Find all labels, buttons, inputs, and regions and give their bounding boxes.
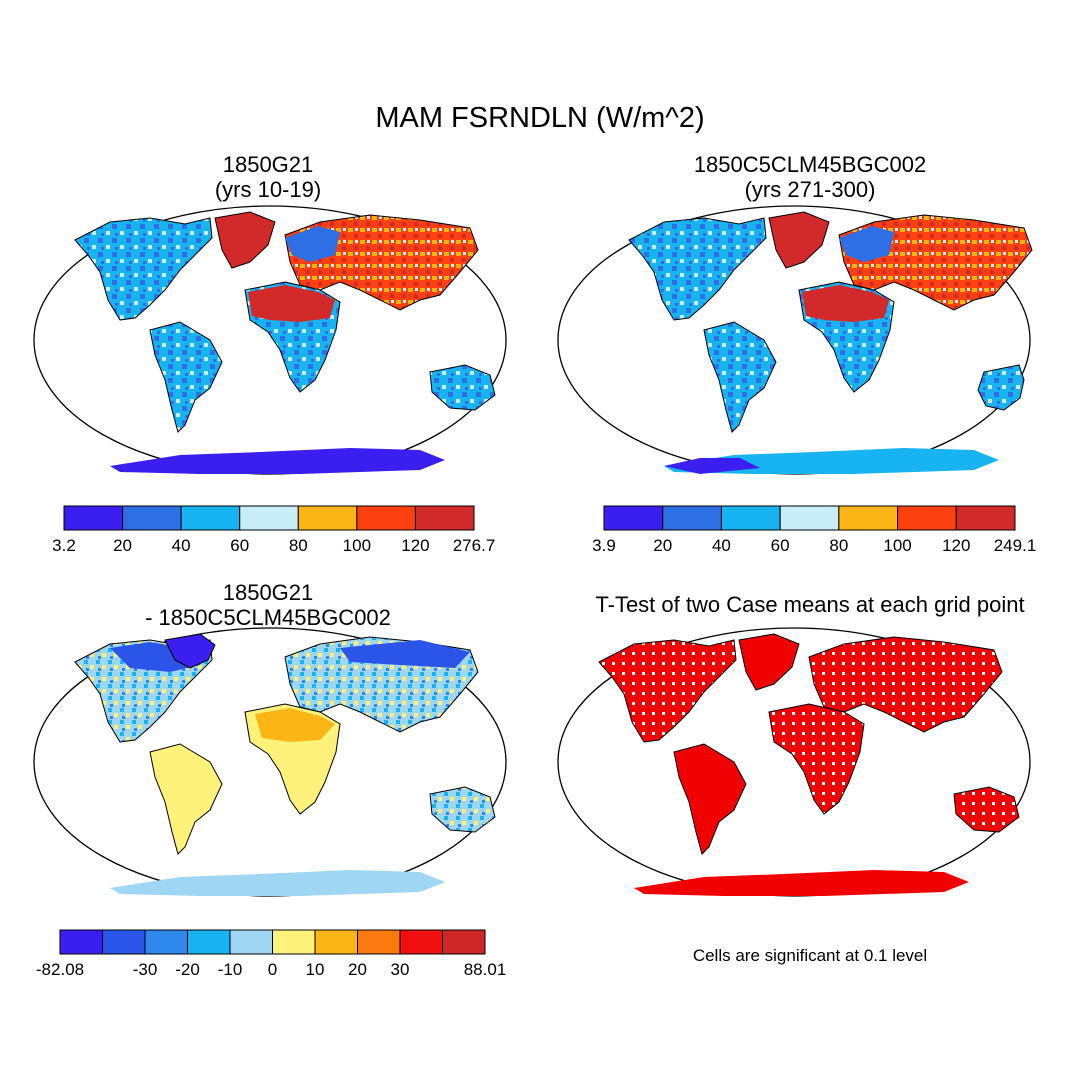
colorbar-case2-swatch [838, 505, 899, 531]
colorbar-difference-tick-label: 10 [305, 960, 325, 979]
colorbar-case1-tick-label: 60 [230, 536, 250, 555]
colorbar-case2-swatch [955, 505, 1016, 531]
antarctica-case1 [110, 448, 445, 474]
panel1-title-line2: (yrs 10-19) [214, 177, 322, 202]
antarctica-ttest [634, 870, 969, 896]
panel3-title-line1: 1850G21 [222, 580, 314, 605]
europe-blue-case2 [839, 226, 894, 262]
colorbar-case2-tick-label: 3.9 [592, 536, 616, 555]
south-america-difference [149, 743, 223, 855]
antarctica-west-case2 [664, 458, 760, 474]
north-america-case1 [74, 217, 213, 321]
colorbar-case1-tick-label: 100 [342, 536, 372, 555]
colorbar-difference-tick-label: 20 [348, 960, 367, 979]
colorbar-case1-tick-label: 40 [171, 536, 191, 555]
south-america-case1 [149, 321, 223, 433]
europe-blue-case1 [285, 226, 340, 262]
colorbar-case2-tick-label: 100 [883, 536, 912, 555]
greenland-case1 [214, 211, 276, 269]
colorbar-case1-tick-label: 3.2 [52, 536, 76, 555]
colorbar-case1-tick-label: 276.7 [452, 536, 496, 555]
antarctica-difference [110, 870, 445, 896]
colorbar-case1-tick-label: 120 [401, 536, 430, 555]
colorbar-case2-tick-label: 20 [653, 536, 673, 555]
colorbar-case1-swatch [239, 505, 299, 531]
australia-case2 [977, 364, 1025, 411]
colorbar-difference-tick-label: -10 [217, 960, 243, 979]
colorbar-difference-tick-label: -20 [175, 960, 200, 979]
africa-ttest [768, 703, 865, 815]
north-america-case2 [628, 217, 767, 321]
colorbar-case1-swatch [414, 505, 475, 531]
panel2-title: 1850C5CLM45BGC002 (yrs 271-300) [660, 152, 960, 202]
colorbar-case2-swatch [662, 505, 722, 531]
colorbar-case1-swatch [63, 505, 124, 531]
colorbar-difference-tick-label: -82.08 [35, 960, 85, 979]
colorbar-difference-tick-label: 88.01 [463, 960, 507, 979]
significance-footnote: Cells are significant at 0.1 level [692, 946, 928, 965]
colorbar-case1-tick-label: 80 [288, 536, 308, 555]
map-panel-ttest [557, 627, 1031, 897]
colorbar-difference-swatch [272, 929, 316, 955]
colorbar-case1 [63, 505, 475, 531]
colorbar-case2-swatch [720, 505, 781, 531]
panel2-title-line2: (yrs 271-300) [744, 177, 876, 202]
sahara-case1 [248, 285, 335, 322]
panel2-title-line1: 1850C5CLM45BGC002 [693, 152, 927, 177]
colorbar-difference-swatch [357, 929, 401, 955]
north-america-ttest [598, 639, 737, 743]
australia-case1 [429, 364, 496, 411]
colorbar-difference [59, 929, 486, 955]
colorbar-difference-swatch [229, 929, 273, 955]
greenland-ttest [738, 633, 800, 691]
colorbar-difference-swatch [314, 929, 358, 955]
panel4-title: T-Test of two Case means at each grid po… [595, 592, 1025, 617]
south-america-ttest [673, 743, 747, 855]
greenland-case2 [768, 211, 830, 269]
colorbar-case2-tick-label: 80 [829, 536, 849, 555]
colorbar-difference-tick-label: 30 [390, 960, 410, 979]
map-panel-case2 [557, 205, 1033, 475]
colorbar-case2-swatch [603, 505, 664, 531]
sahara-difference [255, 708, 335, 742]
colorbar-difference-swatch [187, 929, 231, 955]
australia-difference [429, 786, 496, 833]
colorbar-difference-swatch [102, 929, 146, 955]
main-title: MAM FSRNDLN (W/m^2) [375, 102, 705, 134]
colorbar-case2-tick-label: 120 [942, 536, 971, 555]
colorbar-case1-swatch [180, 505, 241, 531]
panel3-title-line2: - 1850C5CLM45BGC002 [145, 605, 391, 630]
colorbar-difference-swatch [442, 929, 486, 955]
sahara-case2 [802, 285, 889, 322]
australia-ttest [953, 786, 1020, 833]
colorbar-case1-swatch [122, 505, 182, 531]
colorbar-case1-swatch [297, 505, 358, 531]
map-panel-difference [33, 627, 507, 897]
colorbar-difference-tick-label: 0 [267, 960, 278, 979]
colorbar-difference-tick-label: -30 [132, 960, 158, 979]
colorbar-case1-swatch [356, 505, 416, 531]
south-america-case2 [703, 321, 777, 433]
colorbar-difference-swatch [399, 929, 443, 955]
colorbar-case2-tick-label: 40 [711, 536, 731, 555]
colorbar-case2-tick-label: 249.1 [993, 536, 1037, 555]
panel1-title: 1850G21 (yrs 10-19) [128, 152, 408, 202]
colorbar-difference-swatch [144, 929, 188, 955]
panel3-title: 1850G21 - 1850C5CLM45BGC002 [118, 580, 418, 630]
map-panel-case1 [33, 205, 507, 475]
panel1-title-line1: 1850G21 [222, 152, 314, 177]
greenland-difference [164, 633, 216, 669]
siberia-blue-difference [340, 640, 470, 668]
colorbar-case2-swatch [897, 505, 957, 531]
colorbar-case2 [603, 505, 1016, 531]
colorbar-difference-swatch [59, 929, 103, 955]
colorbar-case2-swatch [779, 505, 840, 531]
colorbar-case1-tick-label: 20 [113, 536, 133, 555]
colorbar-case2-tick-label: 60 [770, 536, 790, 555]
